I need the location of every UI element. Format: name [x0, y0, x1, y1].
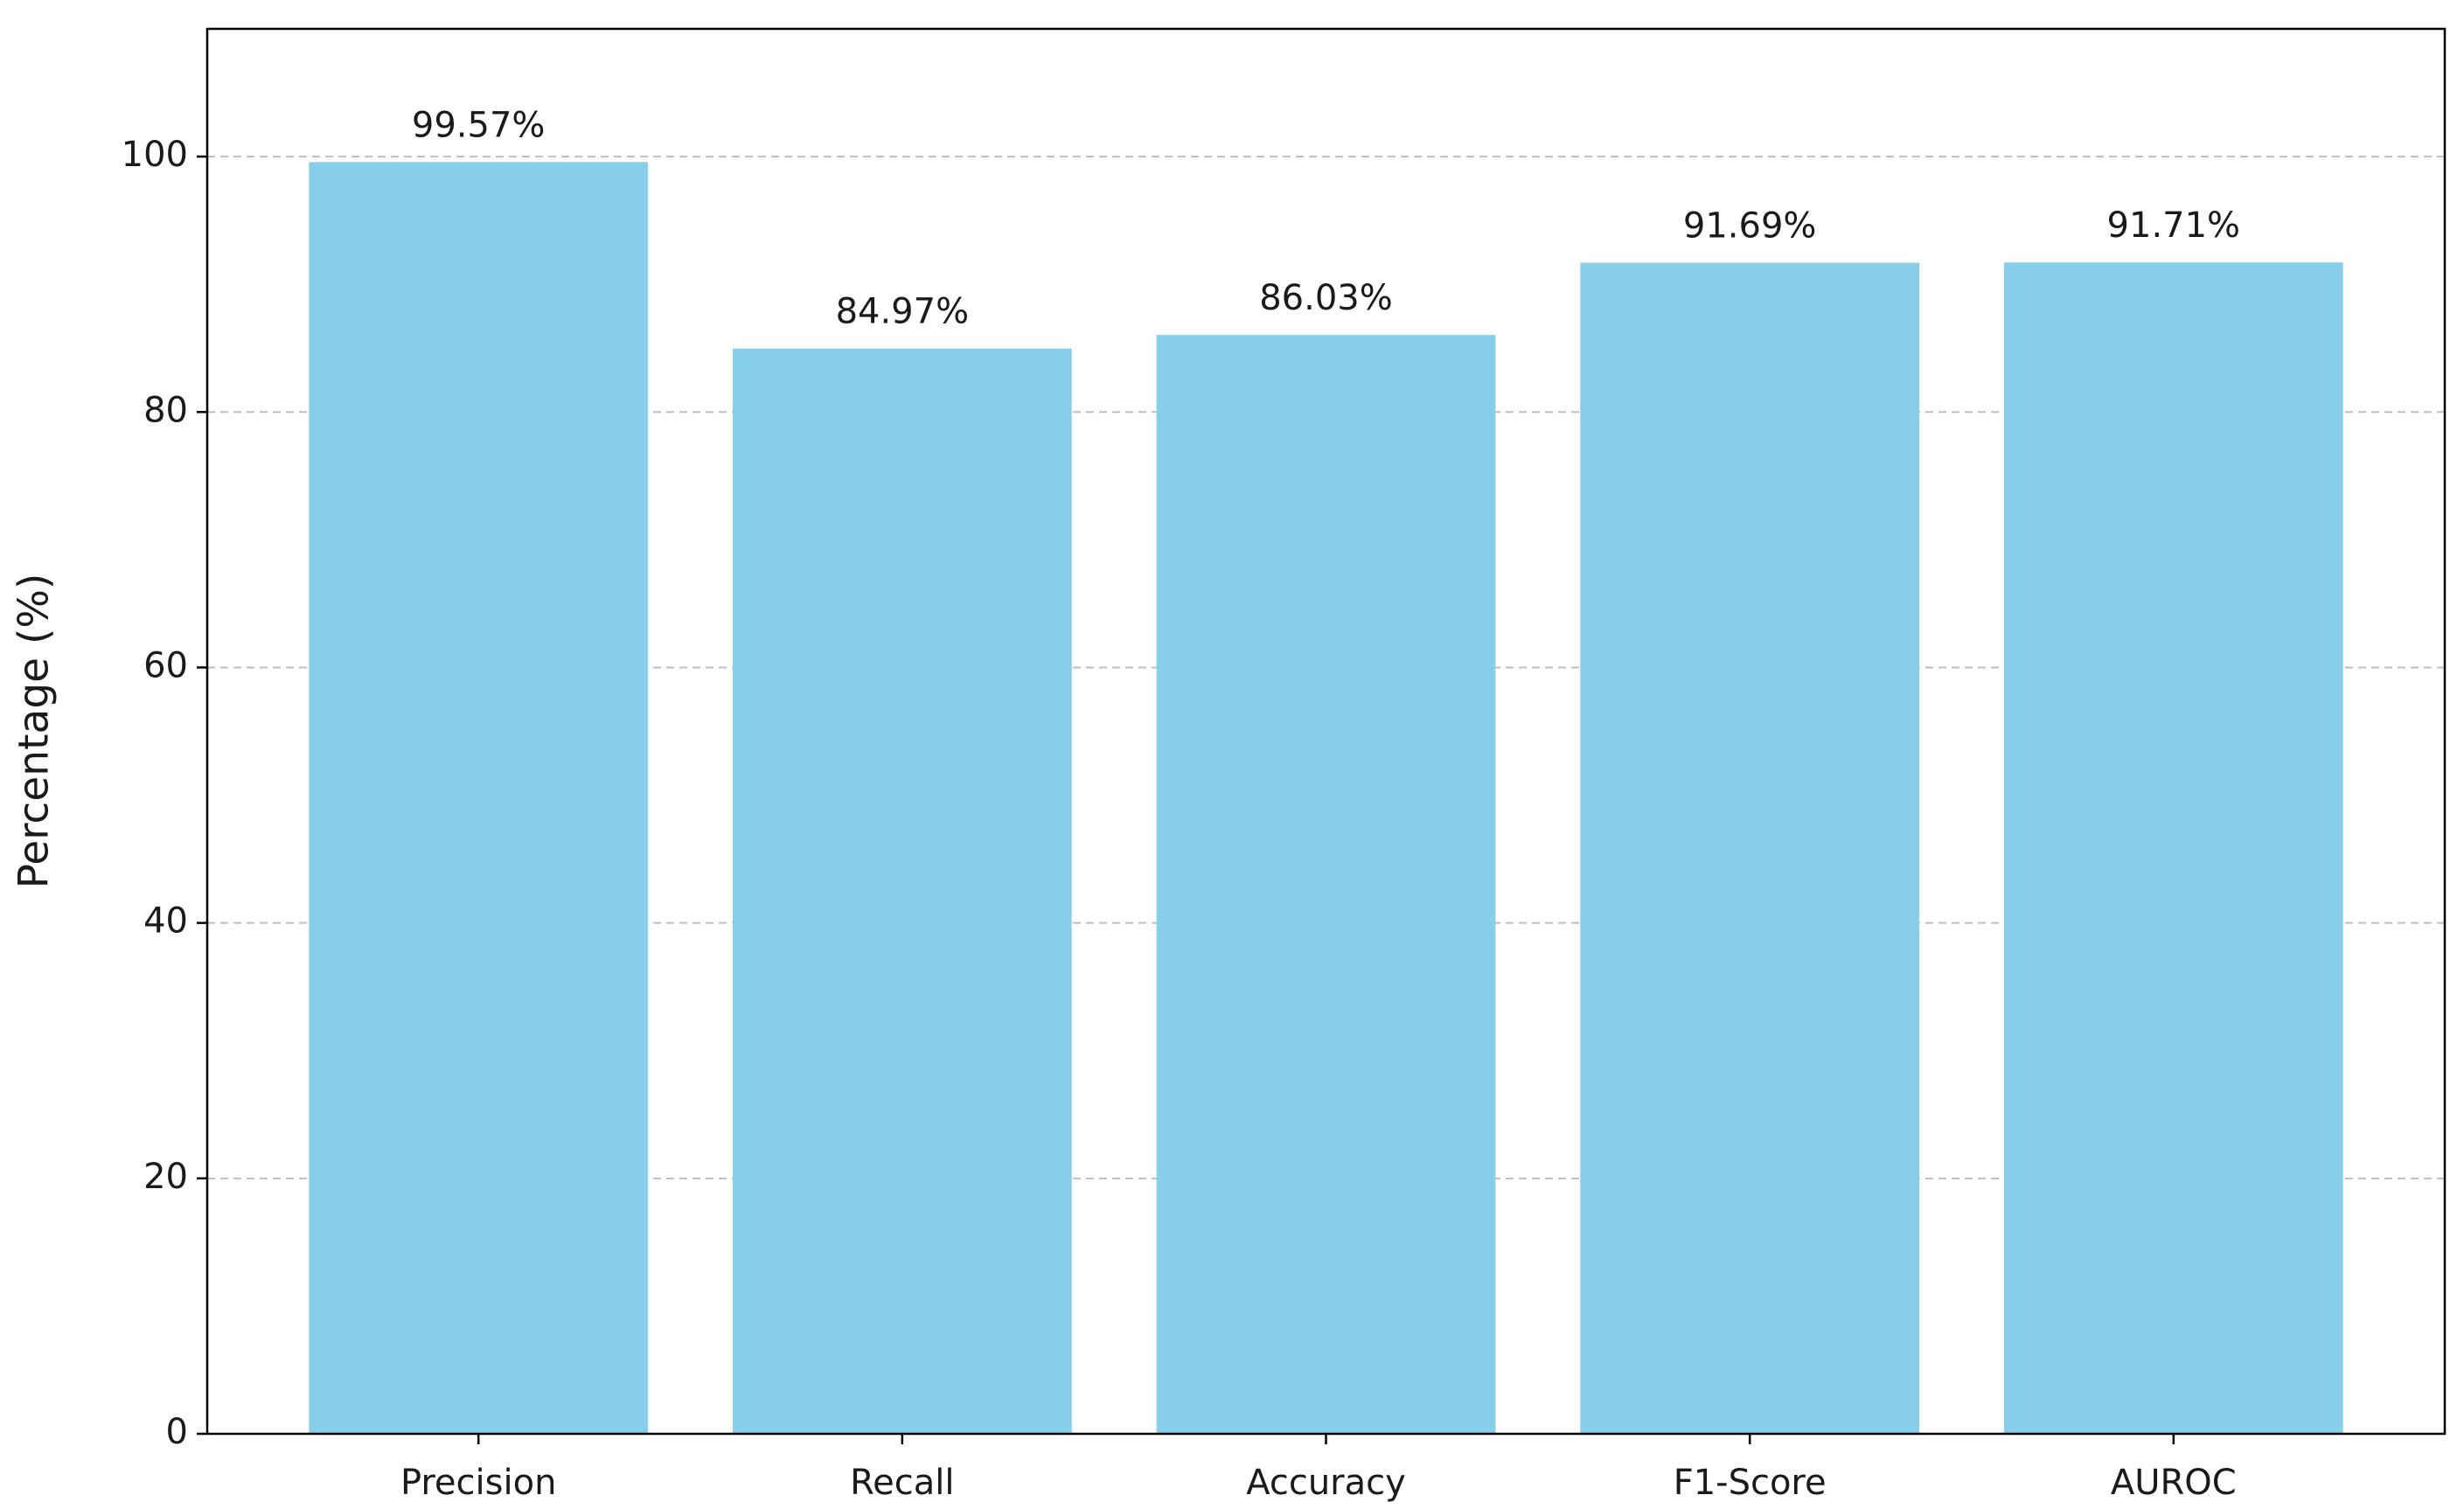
- x-tick-label: Precision: [400, 1463, 556, 1503]
- y-tick-label: 20: [143, 1157, 188, 1197]
- bar: [1580, 262, 1920, 1435]
- x-tick-label: AUROC: [2111, 1463, 2237, 1503]
- bar: [309, 162, 649, 1435]
- x-tick-label: F1-Score: [1674, 1463, 1827, 1503]
- value-label: 99.57%: [412, 105, 546, 145]
- x-tick-label: Accuracy: [1246, 1463, 1406, 1503]
- value-label: 84.97%: [836, 292, 970, 332]
- y-tick-label: 60: [143, 645, 188, 685]
- y-tick-label: 80: [143, 390, 188, 430]
- y-tick-label: 100: [122, 135, 188, 175]
- y-axis-label: Percentage (%): [10, 574, 59, 889]
- value-label: 91.69%: [1683, 205, 1817, 246]
- value-label: 86.03%: [1259, 278, 1393, 318]
- bar: [1156, 335, 1496, 1434]
- bar: [2003, 262, 2343, 1434]
- x-tick-label: Recall: [850, 1463, 954, 1503]
- value-label: 91.71%: [2107, 205, 2241, 246]
- y-tick-label: 0: [166, 1412, 188, 1452]
- bars: [309, 162, 2343, 1435]
- y-tick-label: 40: [143, 901, 188, 942]
- bar: [732, 348, 1072, 1435]
